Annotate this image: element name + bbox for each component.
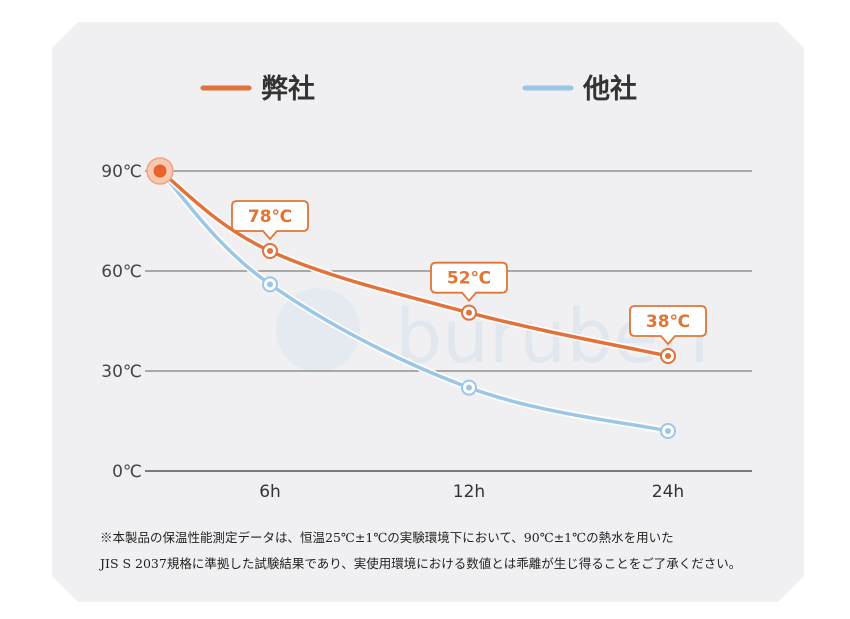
legend-label: 他社 (582, 73, 637, 105)
data-label-box (629, 305, 707, 346)
data-label-callout: 52℃ (430, 261, 508, 303)
data-label: 78℃ (248, 207, 292, 227)
data-point-center (267, 281, 273, 288)
data-point-center (665, 428, 671, 434)
data-point-center (267, 248, 273, 254)
y-tick-label: 90℃ (101, 162, 142, 182)
series-0 (156, 167, 676, 364)
data-label-box (430, 261, 508, 303)
data-point-center (466, 309, 472, 316)
data-label: 52℃ (447, 269, 491, 289)
start-point (153, 164, 167, 178)
legend-label: 弊社 (261, 73, 315, 105)
data-label-callout: 38℃ (629, 305, 707, 346)
data-point-center (466, 384, 472, 391)
y-tick-label: 30℃ (101, 362, 142, 382)
x-tick-label: 12h (453, 482, 485, 502)
y-tick-label: 0℃ (112, 462, 142, 482)
series-line (158, 169, 670, 433)
x-tick-label: 24h (652, 482, 684, 502)
footnote-line-1: ※本製品の保温性能測定データは、恒温25℃±1℃の実験環境下において、90℃±1… (100, 530, 674, 545)
data-label-box (231, 200, 309, 241)
series-1 (156, 167, 676, 439)
data-label-callout: 78℃ (231, 200, 309, 241)
data-label: 38℃ (646, 312, 690, 332)
footnote-line-2: JIS S 2037規格に準拠した試験結果であり、実使用環境における数値とは乖離… (100, 556, 742, 571)
y-tick-label: 60℃ (101, 262, 142, 282)
watermark-logo (276, 288, 360, 372)
series-line (158, 169, 670, 358)
data-point-center (665, 353, 671, 359)
x-tick-label: 6h (259, 482, 281, 502)
